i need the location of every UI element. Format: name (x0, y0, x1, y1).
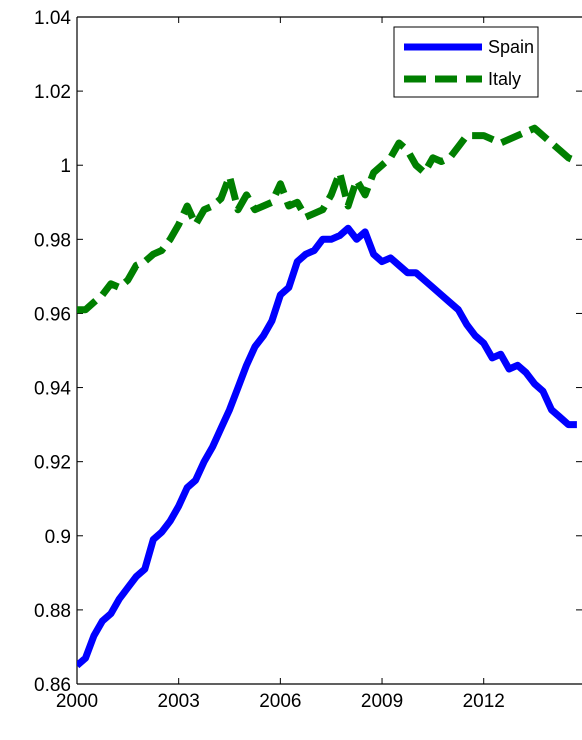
y-tick-label: 0.88 (34, 601, 71, 622)
legend: Spain Italy (393, 26, 539, 98)
x-tick-label: 2000 (56, 691, 98, 712)
legend-label-spain: Spain (488, 37, 534, 57)
axes-frame (76, 16, 582, 685)
y-tick-label: 0.92 (34, 453, 71, 474)
y-tick-label: 1.04 (34, 8, 71, 29)
y-tick-label: 0.96 (34, 304, 71, 325)
x-tick-label: 2006 (259, 691, 301, 712)
series-line-italy (77, 124, 579, 314)
y-tick-label: 1.02 (34, 82, 71, 103)
y-tick-label: 1 (60, 156, 71, 177)
y-tick-label: 0.9 (45, 527, 71, 548)
x-tick-label: 2012 (463, 691, 505, 712)
y-tick-label: 0.94 (34, 379, 71, 400)
y-tick-label: 0.86 (34, 675, 71, 696)
x-tick-label: 2009 (361, 691, 403, 712)
axis-ticks: 0.86 0.88 0.9 0.92 0.94 0.96 0.98 1 1.02 1.04 2000… (34, 8, 582, 712)
series-spain (77, 224, 577, 669)
series-layer (77, 124, 579, 669)
x-tick-label: 2003 (158, 691, 200, 712)
series-line-spain (77, 224, 577, 669)
series-italy (77, 124, 579, 314)
legend-label-italy: Italy (488, 69, 521, 89)
legend-box (393, 26, 539, 98)
y-tick-label: 0.98 (34, 230, 71, 251)
